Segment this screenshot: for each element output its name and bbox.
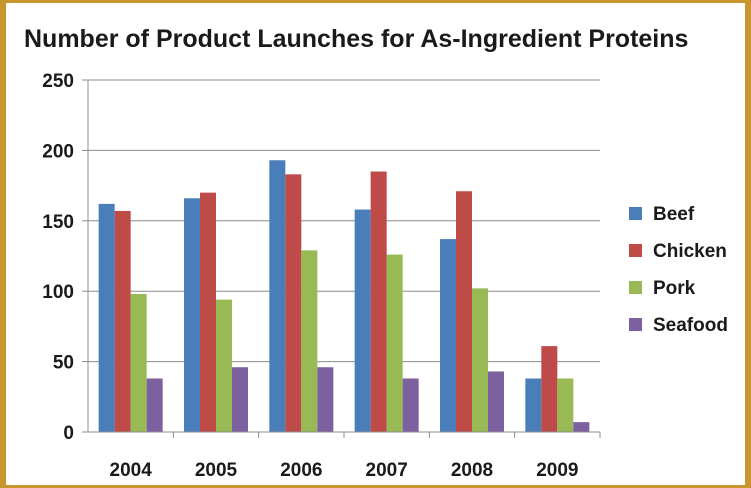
legend-label-pork: Pork: [653, 278, 696, 299]
x-tick-label: 2008: [451, 460, 493, 481]
bar-chicken-2005: [200, 192, 216, 432]
legend: Beef Chicken Pork Seafood: [629, 204, 728, 336]
bar-beef-2007: [354, 209, 371, 432]
x-tick-label: 2007: [366, 460, 408, 481]
legend-label-beef: Beef: [653, 204, 695, 225]
y-tick-label: 100: [42, 282, 74, 303]
x-tick-label: 2009: [536, 460, 578, 481]
bar-pork-2008: [472, 288, 488, 432]
bar-pork-2006: [301, 250, 318, 432]
y-tick-label: 0: [63, 423, 74, 444]
bar-pork-2009: [557, 378, 574, 432]
bar-seafood-2007: [402, 378, 419, 432]
bar-beef-2008: [440, 239, 456, 432]
legend-swatch-chicken: [629, 244, 642, 257]
bar-beef-2004: [98, 203, 115, 432]
x-tick-label: 2006: [280, 460, 322, 481]
legend-swatch-seafood: [629, 318, 642, 331]
y-tick-label: 200: [42, 141, 74, 162]
legend-swatch-beef: [629, 207, 642, 220]
bar-beef-2006: [269, 160, 286, 433]
bar-beef-2009: [525, 378, 542, 432]
bar-seafood-2005: [232, 367, 248, 432]
axes: 0 50 100 150 200 250 2004 2005 2006 2007 2008 2009: [42, 71, 601, 481]
gridlines: [88, 79, 600, 363]
y-tick-label: 250: [42, 71, 74, 92]
bar-pork-2005: [216, 299, 232, 432]
y-tick-label: 150: [42, 212, 74, 233]
bar-seafood-2004: [146, 378, 163, 432]
chart-title: Number of Product Launches for As-Ingred…: [24, 25, 688, 53]
bars: [98, 160, 590, 433]
bar-seafood-2006: [317, 367, 334, 432]
legend-label-chicken: Chicken: [653, 241, 727, 262]
bar-seafood-2009: [573, 422, 590, 432]
bar-beef-2005: [184, 198, 200, 432]
bar-chicken-2007: [370, 171, 387, 432]
bar-pork-2004: [130, 294, 147, 432]
x-tick-label: 2004: [110, 460, 153, 481]
y-tick-label: 50: [53, 353, 74, 374]
bar-seafood-2008: [488, 371, 504, 432]
bar-chicken-2006: [285, 174, 302, 432]
legend-swatch-pork: [629, 281, 642, 294]
bar-chicken-2004: [114, 210, 131, 432]
x-tick-label: 2005: [195, 460, 238, 481]
bar-chicken-2009: [541, 346, 558, 432]
bar-pork-2007: [386, 254, 403, 432]
legend-label-seafood: Seafood: [653, 315, 728, 336]
bar-chicken-2008: [456, 191, 472, 432]
